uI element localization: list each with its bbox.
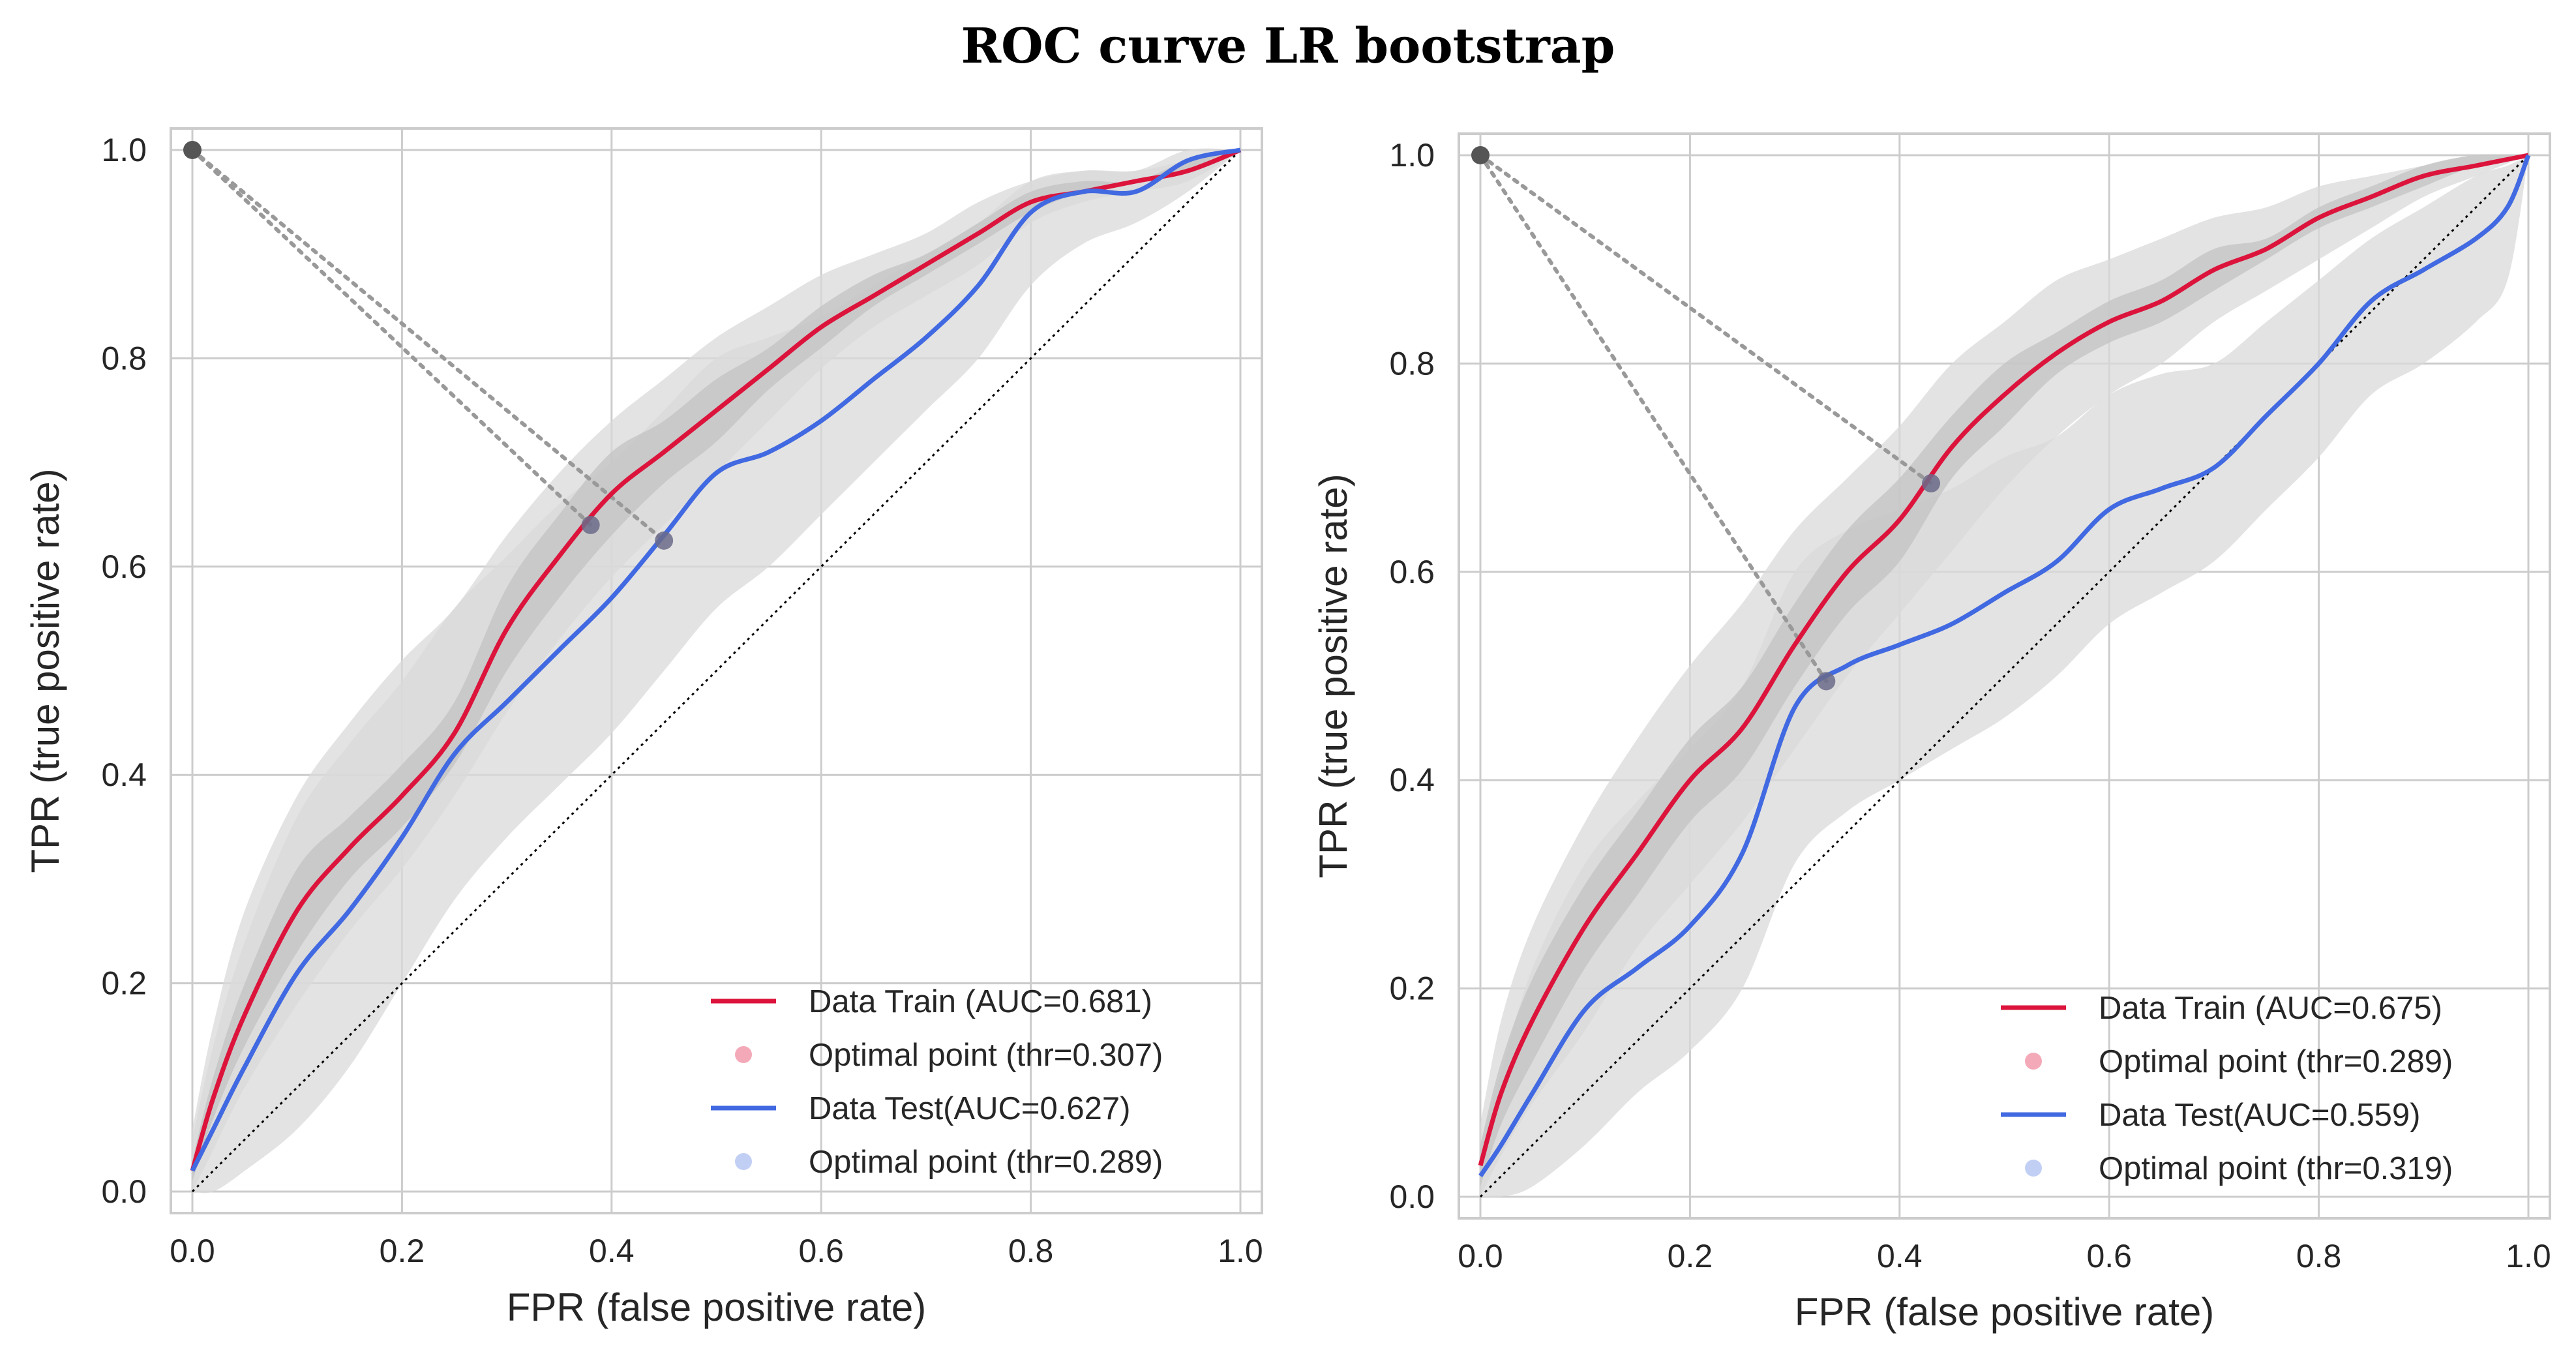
train-roc-line	[190, 147, 1242, 1172]
legend-train-line-label: Data Train (AUC=0.681)	[809, 984, 1152, 1019]
legend-test-optimal-swatch	[2025, 1160, 2042, 1177]
y-tick-label: 0.4	[1389, 762, 1435, 798]
legend-test-optimal-label: Optimal point (thr=0.289)	[809, 1145, 1163, 1180]
test-optimal-point	[1817, 672, 1836, 691]
y-tick-label: 0.0	[101, 1173, 147, 1210]
y-tick-label: 0.4	[101, 757, 147, 793]
roc-panel-left: 0.0 0.0 0.2 0.2 0.4 0.4 0.6 0.6 0.8 0.8 1.0 1.0 FPR …	[23, 127, 1263, 1329]
x-tick-label: 0.0	[1458, 1238, 1503, 1274]
train-confidence-band	[1480, 154, 2528, 1197]
x-axis-label: FPR (false positive rate)	[1795, 1290, 2215, 1334]
legend-train-line-label: Data Train (AUC=0.675)	[2099, 991, 2442, 1026]
x-tick-label: 0.8	[1008, 1233, 1054, 1269]
y-axis-label: TPR (true positive rate)	[23, 468, 67, 873]
y-tick-label: 0.8	[101, 340, 147, 376]
x-tick-label: 0.2	[380, 1233, 425, 1269]
x-tick-label: 1.0	[1218, 1233, 1263, 1269]
x-axis-label: FPR (false positive rate)	[507, 1285, 927, 1329]
legend-test-line-label: Data Test(AUC=0.559)	[2099, 1098, 2420, 1133]
perfect-classifier-point	[1471, 146, 1490, 164]
perfect-classifier-point	[183, 141, 202, 159]
test-roc-line	[190, 147, 1241, 1172]
y-axis-label: TPR (true positive rate)	[1311, 473, 1355, 878]
y-tick-label: 0.2	[1389, 970, 1435, 1007]
test-optimal-point	[655, 531, 674, 550]
x-tick-label: 0.2	[1668, 1238, 1713, 1274]
train-optimal-point	[581, 515, 600, 534]
plot-frame	[1458, 132, 2551, 1220]
y-tick-label: 0.0	[1389, 1179, 1435, 1215]
x-tick-label: 0.4	[589, 1233, 635, 1269]
legend-test-optimal-swatch	[735, 1153, 752, 1170]
x-tick-label: 0.8	[2296, 1238, 2342, 1274]
figure-title: ROC curve LR bootstrap	[961, 18, 1615, 74]
legend-train-optimal-label: Optimal point (thr=0.289)	[2099, 1044, 2453, 1079]
y-tick-label: 0.2	[101, 965, 147, 1002]
legend-train-optimal-swatch	[2025, 1053, 2042, 1070]
x-tick-label: 1.0	[2506, 1238, 2551, 1274]
x-tick-label: 0.4	[1877, 1238, 1923, 1274]
test-roc-line	[1478, 154, 2531, 1178]
test-optimal-connector	[1478, 153, 1829, 684]
x-tick-label: 0.0	[170, 1233, 215, 1269]
x-tick-label: 0.6	[798, 1233, 844, 1269]
legend-train-optimal-label: Optimal point (thr=0.307)	[809, 1038, 1163, 1073]
train-optimal-point	[1922, 474, 1941, 493]
y-tick-label: 0.6	[1389, 554, 1435, 590]
chance-diagonal	[1479, 154, 2530, 1198]
x-tick-label: 0.6	[2086, 1238, 2132, 1274]
test-optimal-connector	[190, 148, 666, 543]
roc-panel-right: 0.0 0.0 0.2 0.2 0.4 0.4 0.6 0.6 0.8 0.8 1.0 1.0 FPR …	[1311, 132, 2551, 1334]
train-optimal-connector	[1478, 153, 1934, 486]
legend-train-optimal-swatch	[735, 1046, 752, 1063]
legend-test-line-label: Data Test(AUC=0.627)	[809, 1091, 1130, 1126]
chance-diagonal	[191, 149, 1242, 1193]
plot-frame	[170, 127, 1263, 1214]
y-tick-label: 1.0	[1389, 137, 1435, 173]
y-tick-label: 0.8	[1389, 345, 1435, 382]
y-tick-label: 0.6	[101, 548, 147, 585]
test-confidence-band	[192, 148, 1240, 1194]
y-tick-label: 1.0	[101, 132, 147, 168]
train-roc-line	[1478, 153, 2529, 1167]
train-optimal-connector	[190, 148, 593, 527]
legend-test-optimal-label: Optimal point (thr=0.319)	[2099, 1151, 2453, 1186]
